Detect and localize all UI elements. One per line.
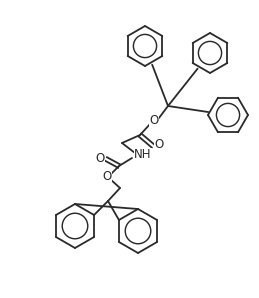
- Text: NH: NH: [134, 148, 152, 162]
- Text: O: O: [149, 114, 159, 126]
- Text: O: O: [102, 170, 112, 182]
- Text: O: O: [154, 137, 164, 150]
- Text: O: O: [95, 151, 105, 164]
